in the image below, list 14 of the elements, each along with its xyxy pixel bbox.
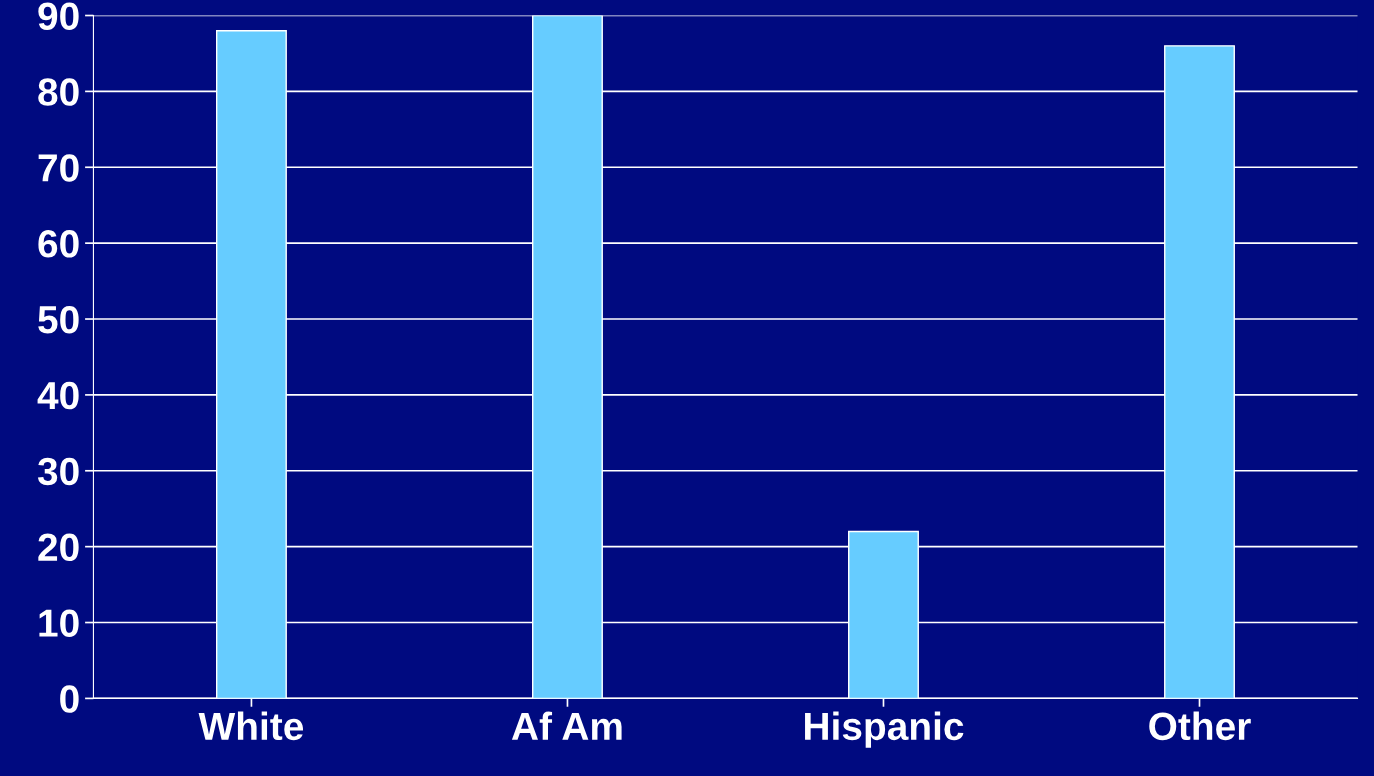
y-tick-label: 80 <box>38 78 79 106</box>
y-tick-label: 10 <box>39 609 79 637</box>
x-tick-label: White <box>198 711 304 741</box>
x-tick-label: Other <box>1149 711 1251 741</box>
y-tick-label: 0 <box>60 685 79 713</box>
x-tick-label: Af Am <box>511 711 622 740</box>
y-tick-label: 60 <box>38 230 79 258</box>
y-tick-label: 90 <box>38 2 79 30</box>
y-tick-label: 50 <box>38 305 79 334</box>
y-tick-label: 40 <box>37 381 79 410</box>
y-tick-label: 70 <box>38 154 79 182</box>
y-tick-label: 20 <box>38 533 79 562</box>
x-tick-label: Hispanic <box>805 711 964 748</box>
y-tick-label: 30 <box>37 457 79 486</box>
